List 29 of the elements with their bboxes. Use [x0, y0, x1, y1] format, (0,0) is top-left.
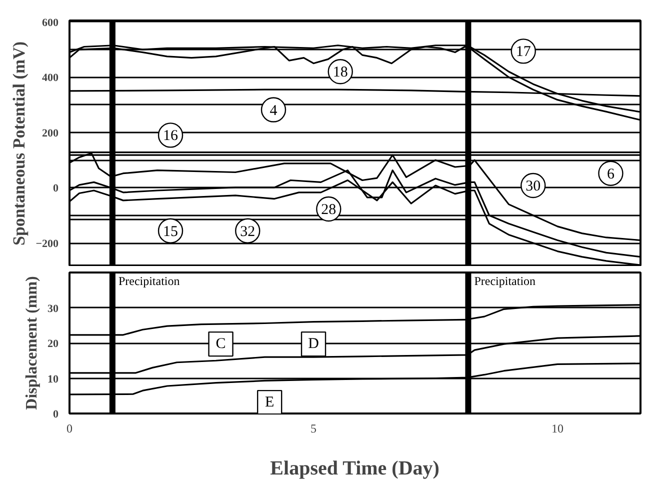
annotation: 18	[332, 64, 348, 81]
annotation: 6	[606, 166, 615, 182]
y-tick-label: 30	[48, 302, 59, 315]
annotation: C	[216, 336, 226, 352]
annotation: 32	[240, 224, 256, 240]
y-tick-label: 0	[53, 182, 59, 195]
annotation: 4	[270, 102, 278, 119]
annotation: E	[265, 394, 274, 411]
annotation: 17	[516, 44, 532, 60]
y-tick-label: 600	[42, 16, 59, 29]
y-tick-label: 200	[42, 127, 59, 140]
ref-line-label: Precipitation	[474, 274, 536, 288]
x-tick-label: 10	[552, 422, 564, 436]
y-tick-label: −200	[36, 238, 59, 250]
annotation: D	[308, 336, 320, 352]
x-tick-label: 0	[66, 422, 72, 436]
y-axis-title: Displacement (mm)	[24, 276, 40, 410]
annotation: 28	[321, 202, 336, 218]
y-tick-label: 10	[48, 373, 59, 386]
annotation: 15	[163, 224, 178, 240]
y-axis-title: Spontaneous Potential (mV)	[10, 41, 29, 246]
annotation: 16	[163, 128, 179, 144]
y-tick-label: 20	[48, 338, 59, 350]
y-tick-label: 0	[53, 408, 59, 420]
x-tick-label: 5	[310, 422, 317, 436]
x-axis-title: Elapsed Time (Day)	[270, 458, 440, 480]
y-tick-label: 400	[42, 72, 59, 84]
ref-line-label: Precipitation	[118, 274, 180, 288]
annotation: 30	[526, 178, 541, 195]
